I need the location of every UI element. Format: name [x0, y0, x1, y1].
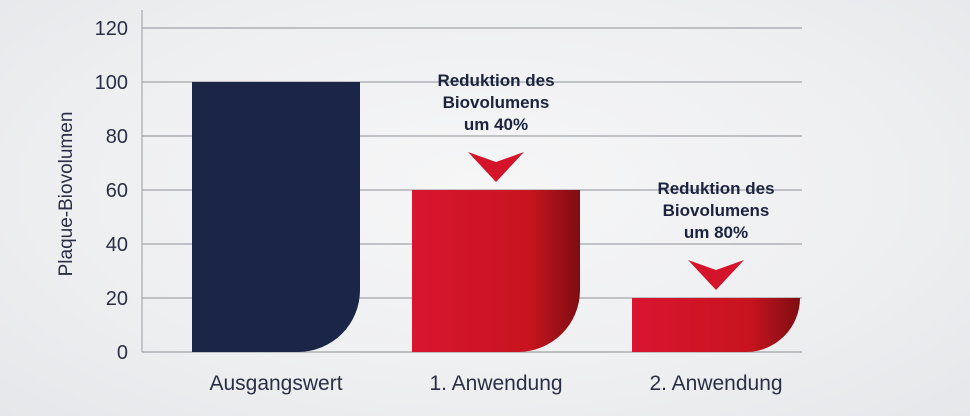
- category-labels: Ausgangswert 1. Anwendung 2. Anwendung: [209, 372, 782, 395]
- annotation-text: Reduktion des: [437, 71, 554, 90]
- bar-3: [632, 298, 800, 352]
- annotation-text: um 80%: [684, 223, 748, 242]
- annotation-text: Biovolumens: [443, 93, 550, 112]
- bars: [192, 82, 800, 352]
- y-tick-label: 80: [106, 126, 128, 148]
- annotation-text: Biovolumens: [663, 201, 770, 220]
- y-tick-labels: 0 20 40 60 80 100 120: [95, 18, 128, 364]
- y-tick-label: 20: [106, 288, 128, 310]
- category-label: 1. Anwendung: [429, 372, 562, 395]
- y-tick-label: 0: [117, 342, 128, 364]
- category-label: Ausgangswert: [209, 372, 342, 395]
- y-axis-label: Plaque-Biovolumen: [56, 112, 77, 277]
- y-tick-label: 100: [95, 72, 128, 94]
- down-arrow-icon: [468, 152, 524, 182]
- annotation-1: Reduktion des Biovolumens um 40%: [437, 71, 555, 182]
- annotation-text: Reduktion des: [657, 179, 774, 198]
- annotation-2: Reduktion des Biovolumens um 80%: [657, 179, 775, 290]
- annotation-text: um 40%: [464, 115, 528, 134]
- down-arrow-icon: [688, 260, 744, 290]
- y-tick-label: 60: [106, 180, 128, 202]
- y-tick-label: 40: [106, 234, 128, 256]
- bar-1: [192, 82, 360, 352]
- category-label: 2. Anwendung: [649, 372, 782, 395]
- bar-2: [412, 190, 580, 352]
- y-tick-label: 120: [95, 18, 128, 40]
